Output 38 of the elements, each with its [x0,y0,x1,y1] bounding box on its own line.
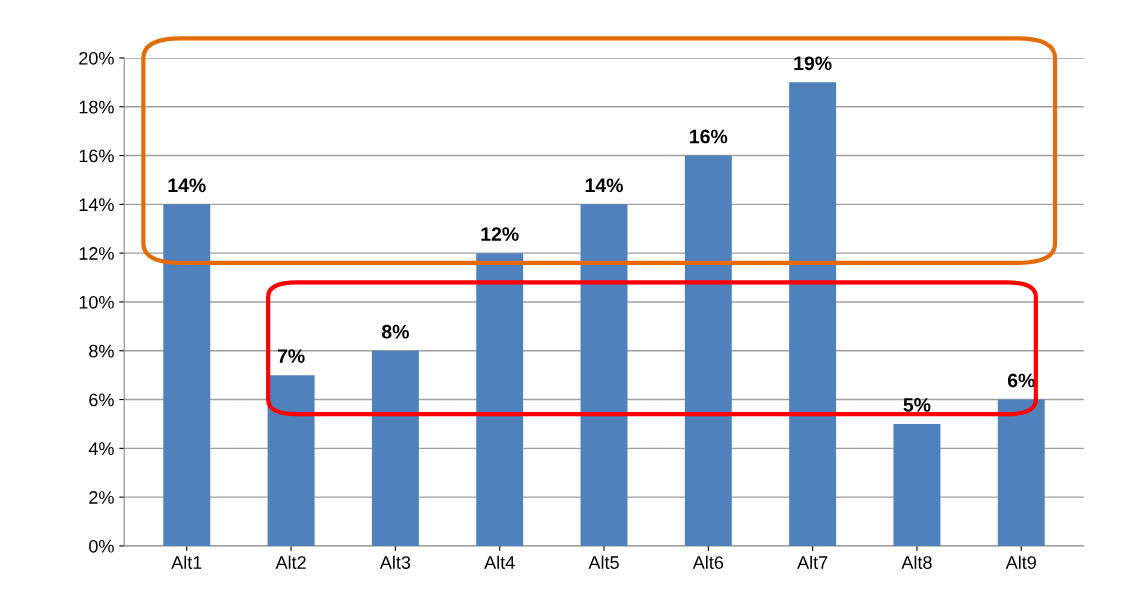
x-tick-label: Alt7 [797,555,828,569]
x-tick-label: Alt5 [588,555,619,569]
data-label: 14% [585,178,623,193]
y-tick-label: 0% [89,539,114,553]
y-tick-label: 4% [88,442,114,455]
x-tick-label: Alt8 [901,555,932,569]
bar [893,423,941,546]
data-label: 7% [277,349,305,363]
x-tick-label: Alt2 [275,555,306,569]
y-tick-label: 8% [89,344,114,358]
y-tick-label: 18% [79,100,114,114]
bar [371,350,419,546]
y-tick-label: 16% [79,149,114,163]
x-tick-label: Alt4 [484,555,515,569]
data-label: 6% [1007,373,1035,388]
data-label: 14% [168,178,206,193]
bar [476,253,524,546]
bar [789,82,837,546]
bar [267,375,315,546]
data-label: 8% [381,324,409,339]
y-tick-label: 6% [89,393,114,407]
data-label: 12% [481,227,519,241]
x-tick-label: Alt1 [171,555,202,569]
x-tick-label: Alt3 [379,555,411,569]
bar [163,204,211,546]
data-label: 5% [903,398,931,412]
x-tick-label: Alt9 [1005,555,1036,569]
y-tick-label: 10% [79,295,114,309]
data-label: 19% [794,56,832,71]
bar [997,399,1045,546]
y-tick-label: 2% [89,491,114,504]
y-tick-label: 12% [79,247,114,260]
x-tick-label: Alt6 [692,555,724,569]
y-tick-label: 20% [79,51,114,65]
bar [580,204,628,546]
data-label: 16% [690,129,728,144]
bar [684,155,732,546]
y-tick-label: 14% [79,198,114,211]
